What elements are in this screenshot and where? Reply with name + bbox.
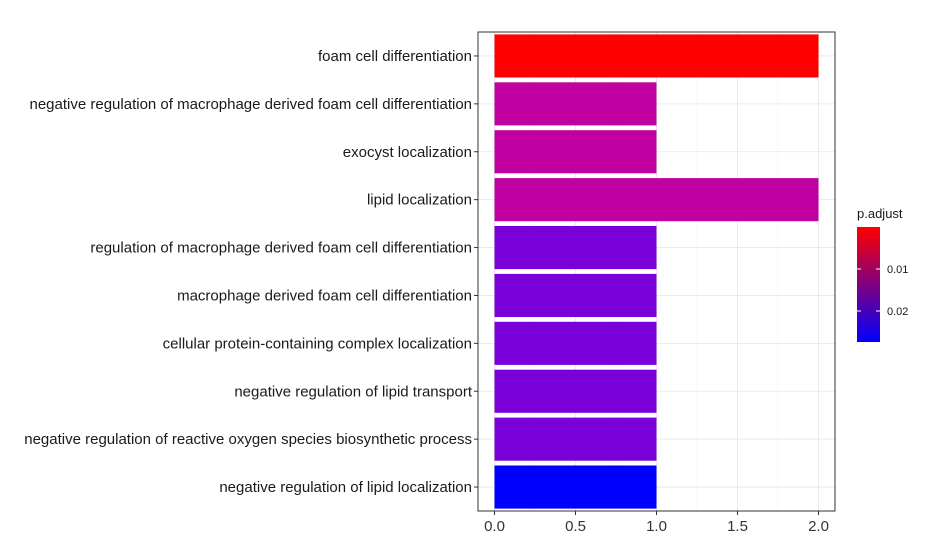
legend: p.adjust 0.01 0.02 xyxy=(857,206,908,342)
bar xyxy=(494,417,657,461)
x-tick-label: 1.0 xyxy=(646,518,667,535)
legend-ticks: 0.01 0.02 xyxy=(857,264,908,318)
x-tick-label: 0.5 xyxy=(565,518,586,535)
category-label: foam cell differentiation xyxy=(318,48,472,65)
category-label: lipid localization xyxy=(367,192,472,209)
x-axis: 0.0 0.5 1.0 1.5 2.0 xyxy=(484,511,829,535)
bar xyxy=(494,130,657,174)
bar xyxy=(494,273,657,318)
x-tick-label: 0.0 xyxy=(484,518,505,535)
bar xyxy=(494,465,657,509)
category-label: negative regulation of macrophage derive… xyxy=(30,96,473,113)
y-axis: foam cell differentiation negative regula… xyxy=(24,48,478,496)
bar xyxy=(494,369,657,413)
bar xyxy=(494,34,819,78)
bar xyxy=(494,82,657,126)
category-label: macrophage derived foam cell differentia… xyxy=(177,287,472,304)
category-label: exocyst localization xyxy=(343,144,472,161)
x-tick-label: 2.0 xyxy=(808,518,829,535)
legend-title: p.adjust xyxy=(857,206,903,221)
category-label: negative regulation of reactive oxygen s… xyxy=(24,431,472,448)
bar xyxy=(494,178,819,222)
category-label: negative regulation of lipid transport xyxy=(234,383,472,400)
bar xyxy=(494,321,657,365)
bars xyxy=(494,34,819,509)
category-label: negative regulation of lipid localizatio… xyxy=(219,479,472,496)
category-label: regulation of macrophage derived foam ce… xyxy=(90,240,472,257)
legend-label: 0.02 xyxy=(887,306,908,318)
x-tick-label: 1.5 xyxy=(727,518,748,535)
category-label: cellular protein-containing complex loca… xyxy=(163,335,472,352)
bar xyxy=(494,225,657,270)
legend-label: 0.01 xyxy=(887,264,908,276)
legend-colorbar xyxy=(857,227,880,342)
